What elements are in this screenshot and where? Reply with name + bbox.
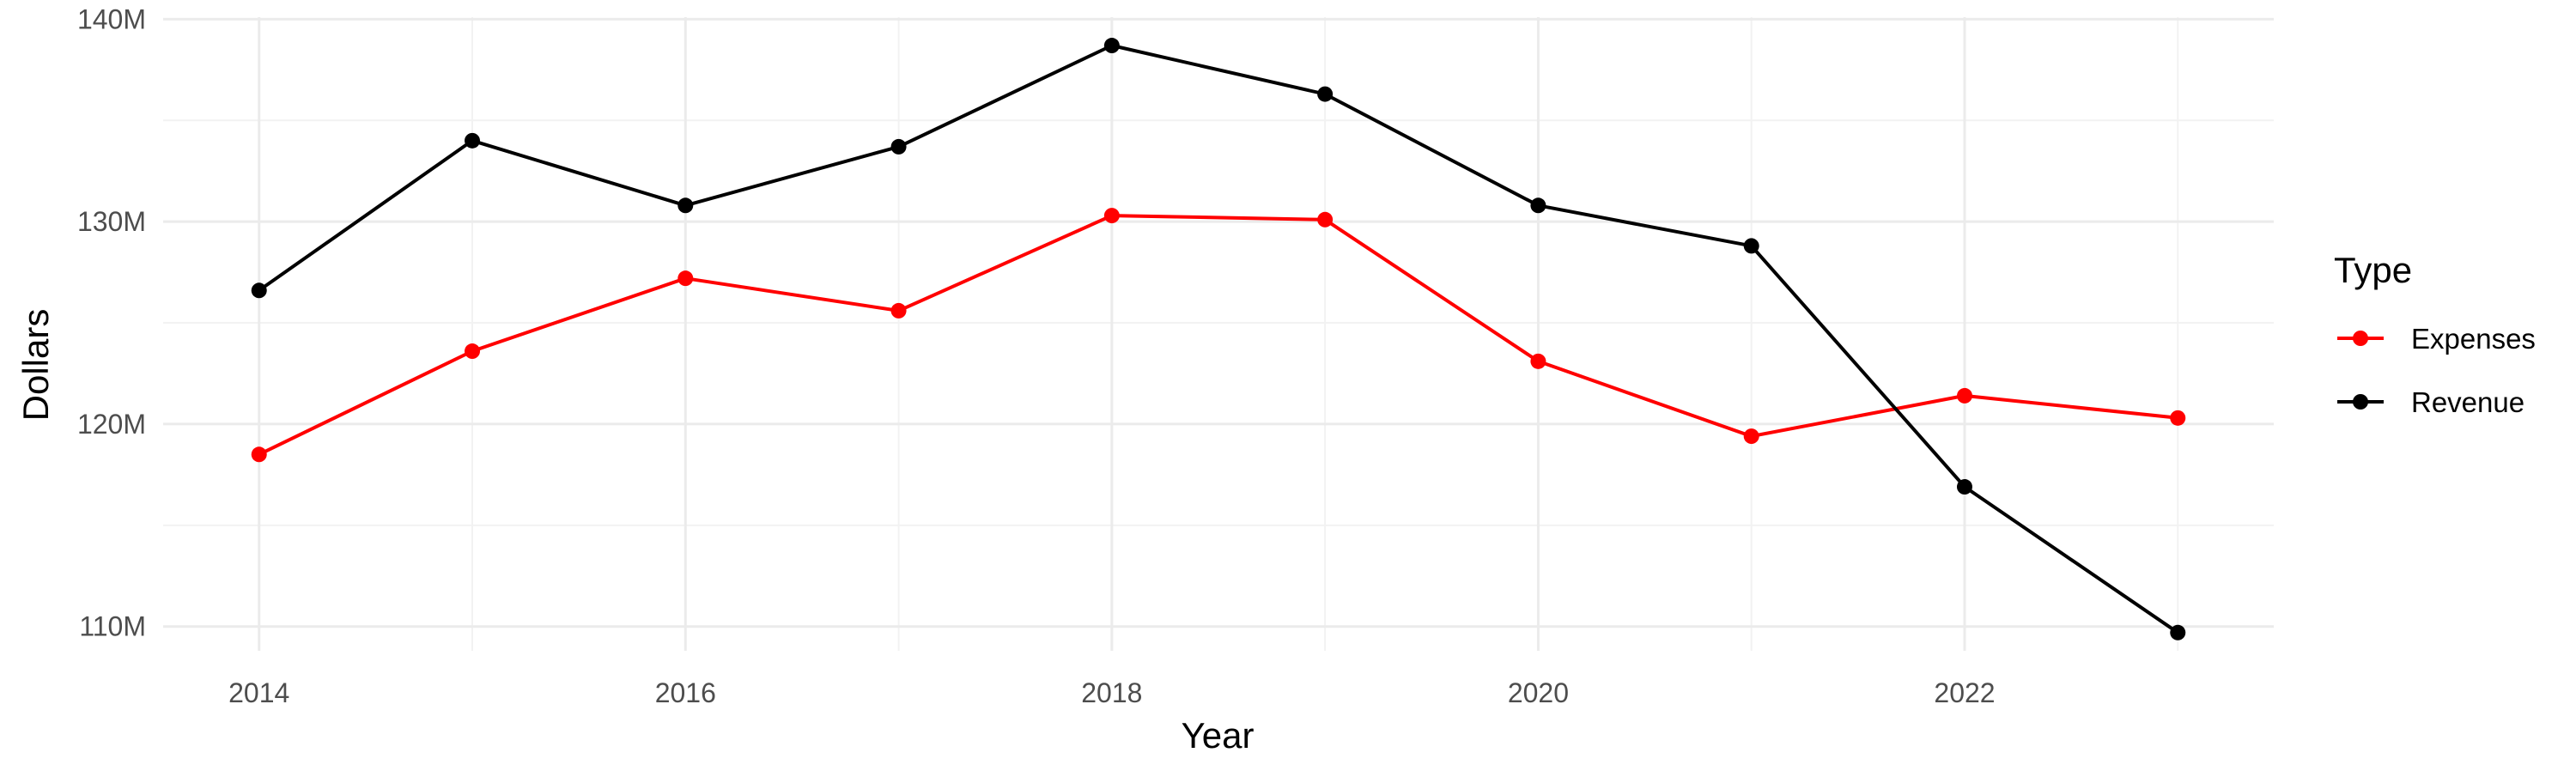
y-tick-label: 140M bbox=[77, 3, 146, 34]
legend: Type Expenses Revenue bbox=[2334, 250, 2536, 418]
expenses-point bbox=[1103, 208, 1120, 224]
y-tick-label: 110M bbox=[79, 611, 146, 642]
revenue-point bbox=[465, 132, 481, 149]
expenses-point bbox=[1317, 211, 1334, 228]
revenue-point bbox=[1743, 238, 1759, 254]
revenue-line bbox=[257, 44, 2180, 634]
legend-key-revenue-point bbox=[2353, 394, 2368, 410]
revenue-point bbox=[1956, 479, 1972, 495]
expenses-point bbox=[251, 446, 267, 463]
x-tick-label: 2016 bbox=[655, 677, 716, 708]
legend-label-revenue: Revenue bbox=[2411, 386, 2524, 418]
x-tick-label: 2022 bbox=[1934, 677, 1995, 708]
expenses-point bbox=[1530, 353, 1546, 369]
legend-key-expenses-point bbox=[2353, 331, 2368, 346]
series-layer bbox=[251, 38, 2186, 640]
revenue-point bbox=[1530, 197, 1546, 214]
revenue-point bbox=[1317, 86, 1334, 102]
y-axis-title: Dollars bbox=[15, 309, 56, 422]
y-tick-label: 130M bbox=[77, 206, 146, 237]
x-tick-label: 2014 bbox=[228, 677, 289, 708]
x-tick-label: 2020 bbox=[1508, 677, 1569, 708]
y-tick-label: 120M bbox=[77, 409, 146, 440]
expenses-point bbox=[890, 302, 907, 319]
revenue-point bbox=[677, 197, 694, 214]
revenue-point bbox=[2170, 624, 2186, 640]
x-axis-title: Year bbox=[1182, 715, 1255, 756]
expenses-point bbox=[677, 270, 694, 287]
expenses-line bbox=[257, 214, 2180, 457]
expenses-point bbox=[2170, 410, 2186, 426]
grid-layer bbox=[163, 17, 2274, 651]
axis-layer: 2014 2016 2018 2020 2022 110M 120M 130M 140M bbox=[77, 3, 1996, 708]
expenses-point bbox=[465, 343, 481, 360]
revenue-point bbox=[1103, 38, 1120, 54]
x-tick-label: 2018 bbox=[1081, 677, 1142, 708]
revenue-point bbox=[251, 282, 267, 299]
expenses-point bbox=[1743, 428, 1759, 445]
legend-title: Type bbox=[2334, 250, 2412, 290]
revenue-point bbox=[890, 138, 907, 155]
expenses-point bbox=[1956, 387, 1972, 404]
legend-label-expenses: Expenses bbox=[2411, 323, 2536, 355]
